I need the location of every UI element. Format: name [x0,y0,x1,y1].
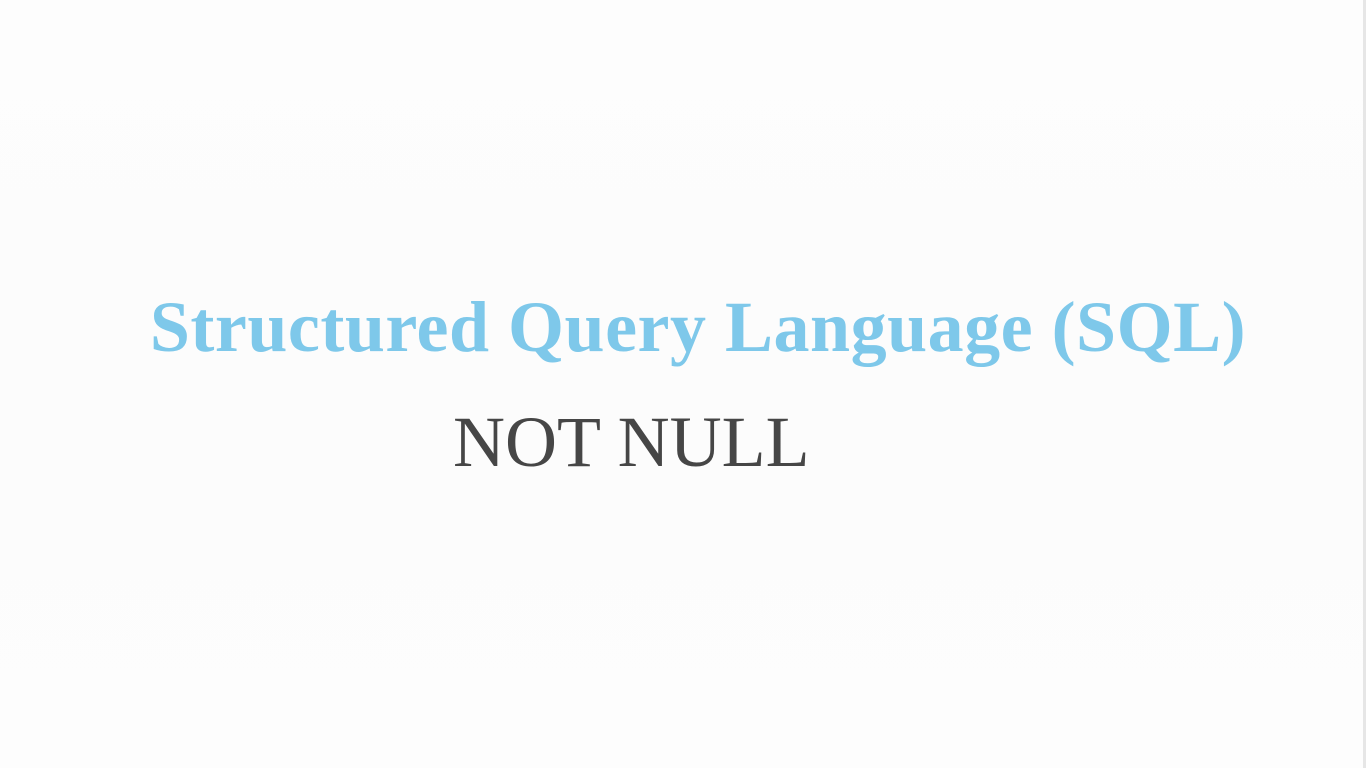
window-edge [1363,0,1366,768]
slide-title: Structured Query Language (SQL) [149,287,1247,367]
slide-subtitle: NOT NULL [453,402,810,482]
